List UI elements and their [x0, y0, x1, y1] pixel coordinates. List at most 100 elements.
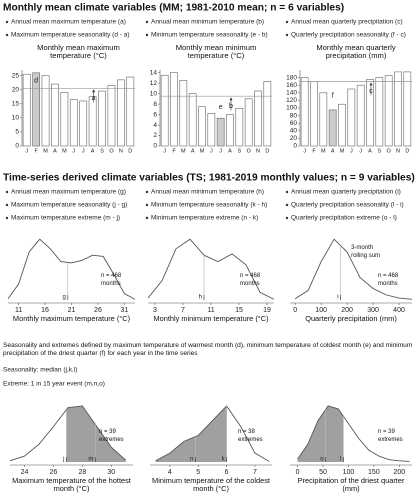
y-tick-label: 10	[12, 115, 20, 122]
y-tick-label: 20	[12, 86, 20, 93]
bar	[300, 77, 309, 147]
x-axis-label-box: Maximum temperature of the hottest month…	[12, 477, 131, 493]
y-tick-label: 5	[15, 129, 19, 136]
x-axis-label: Quarterly precipitation (mm)	[305, 315, 397, 323]
y-tick-label: 160	[286, 82, 297, 89]
chart-title: Monthly mean minimum temperature (°C)	[175, 44, 257, 60]
x-tick-label: S	[377, 148, 381, 154]
x-tick-label: F	[312, 148, 316, 154]
bullet	[285, 216, 289, 220]
x-tick-label: 16	[41, 307, 49, 314]
bar	[328, 109, 337, 147]
bullet-text: Quarterly precipitation seasonality (l -…	[291, 202, 404, 209]
x-tick-label: M	[43, 148, 48, 154]
x-tick-label: 24	[21, 469, 29, 476]
x-tick-label: D	[405, 148, 409, 154]
x-tick-label: 50	[319, 469, 327, 476]
marker-label: l	[340, 457, 341, 463]
y-tick-label: 80	[290, 112, 298, 119]
density-curve	[297, 405, 410, 462]
x-tick-label: A	[331, 148, 335, 154]
x-tick-label: 21	[68, 307, 76, 314]
x-tick-label: J	[82, 148, 85, 154]
marker-label: n	[190, 457, 193, 463]
x-tick-label: O	[387, 148, 392, 154]
note: Seasonality and extremes defined by maxi…	[3, 342, 413, 357]
chart-title-box: Monthly mean minimum temperature (°C)	[175, 44, 257, 60]
x-tick-label: D	[265, 148, 269, 154]
density-curve	[147, 238, 275, 300]
density-curve	[155, 405, 270, 462]
marker-label: h	[199, 295, 202, 301]
annotation-box: n = 39 extremes	[99, 429, 124, 443]
x-tick-label: 200	[393, 469, 405, 476]
bullet-text: Annual mean maximum temperature (g)	[11, 189, 126, 196]
bullet-text: Maximum temperature seasonality (d - a)	[11, 32, 130, 39]
marker-label: j	[62, 457, 64, 463]
bar	[170, 72, 178, 147]
density-curve	[294, 238, 413, 300]
bar	[319, 92, 328, 147]
bar	[263, 81, 272, 147]
y-tick-label: 40	[290, 128, 298, 135]
y-tick-label: 2	[153, 132, 157, 139]
x-tick-label: 7	[181, 307, 185, 314]
arrow-head	[92, 89, 96, 93]
x-tick-label: 400	[393, 307, 405, 314]
bar	[88, 96, 97, 147]
marker-label: i	[337, 295, 338, 301]
bullet	[5, 216, 9, 220]
x-axis-label-box: Monthly maximum temperature (°C)	[13, 315, 130, 323]
x-tick-label: S	[237, 148, 241, 154]
y-tick-label: 0	[153, 143, 157, 150]
bullet-text: Minimum temperature seasonality (e - b)	[151, 32, 268, 39]
marker-label: o	[320, 457, 324, 463]
section-title: Monthly mean climate variables (MM; 1981…	[3, 3, 344, 14]
x-tick-label: J	[25, 148, 28, 154]
x-tick-label: M	[340, 148, 345, 154]
bar	[98, 90, 106, 147]
bar	[198, 106, 206, 147]
shaded-area	[297, 405, 344, 462]
bullet-text: Annual mean minimum temperature (h)	[151, 189, 264, 196]
x-tick-label: 100	[315, 307, 327, 314]
note: Seasonality: median (j,k,l)	[3, 367, 77, 374]
bar	[207, 113, 216, 147]
x-tick-label: A	[53, 148, 57, 154]
arrow-head	[229, 97, 233, 101]
annotation: n = 39 extremes	[378, 429, 403, 443]
x-axis-label: Maximum temperature of the hottest month…	[12, 477, 131, 493]
annotation-box: n = 39 extremes	[378, 429, 403, 443]
x-tick-label: N	[256, 148, 260, 154]
bar	[310, 81, 318, 147]
bar	[244, 98, 253, 147]
y-tick-label: 6	[153, 111, 157, 118]
x-tick-label: 150	[368, 469, 380, 476]
bullet-text: Annual mean maximum temperature (a)	[11, 19, 126, 26]
bullet	[285, 190, 289, 194]
bar	[41, 75, 50, 147]
marker-label: k	[222, 457, 226, 463]
bullet-text: Minimum temperature seasonality (k - h)	[151, 202, 267, 209]
annotation-box: n = 468 months	[378, 273, 398, 287]
bar	[235, 107, 244, 147]
x-tick-label: 28	[78, 469, 86, 476]
marker-label: g	[62, 295, 65, 301]
bullet	[145, 33, 149, 37]
x-axis-label: Minimum temperature of the coldest month…	[152, 477, 270, 493]
chart-title-box: Monthly mean maximum temperature (°C)	[37, 44, 120, 60]
x-axis-label: Monthly minimum temperature (°C)	[153, 315, 269, 323]
x-tick-label: A	[228, 148, 232, 154]
note-box: Seasonality and extremes defined by maxi…	[3, 342, 413, 357]
seasonality-label: e	[219, 104, 223, 111]
x-tick-label: 0	[296, 469, 300, 476]
x-axis-label: Precipitation of the driest quarter (mm)	[297, 477, 405, 493]
annotation-box: n = 468 months	[101, 273, 121, 287]
note-label: 3-month rolling sum	[351, 245, 381, 259]
note-label-box: 3-month rolling sum	[351, 245, 381, 259]
bullet	[145, 203, 149, 207]
marker-label: m	[88, 457, 93, 463]
x-tick-label: 19	[263, 307, 271, 314]
x-tick-label: J	[210, 148, 213, 154]
